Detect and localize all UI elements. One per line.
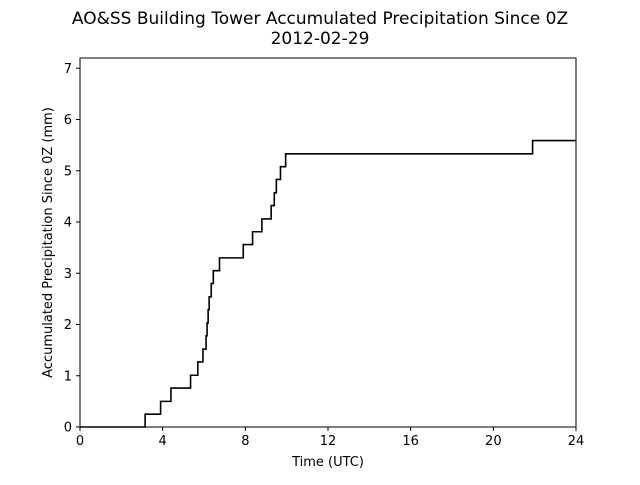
series-layer (80, 139, 576, 428)
y-tick-label: 6 (64, 113, 72, 128)
x-axis-label: Time (UTC) (291, 455, 364, 470)
y-tick-label: 2 (64, 318, 72, 333)
y-tick-label: 3 (64, 267, 72, 282)
chart-title: AO&SS Building Tower Accumulated Precipi… (72, 9, 568, 29)
x-axis: 0 4 8 12 16 20 24 (76, 427, 584, 449)
y-tick-label: 0 (64, 421, 72, 436)
x-tick-label: 24 (568, 434, 585, 449)
y-tick-label: 4 (64, 216, 72, 231)
x-tick-label: 12 (320, 434, 337, 449)
y-tick-label: 5 (64, 164, 72, 179)
plot-frame (79, 57, 577, 428)
x-tick-label: 20 (485, 434, 502, 449)
x-tick-label: 0 (76, 434, 84, 449)
y-axis-label: Accumulated Precipitation Since 0Z (mm) (41, 107, 56, 378)
x-tick-label: 16 (402, 434, 419, 449)
precipitation-series-line (80, 139, 576, 428)
y-tick-label: 1 (64, 369, 72, 384)
y-tick-label: 7 (64, 62, 72, 77)
x-tick-label: 4 (159, 434, 167, 449)
x-tick-label: 8 (241, 434, 249, 449)
chart-subtitle: 2012-02-29 (271, 29, 370, 49)
y-axis: 0 1 2 3 4 5 6 7 (64, 62, 80, 436)
